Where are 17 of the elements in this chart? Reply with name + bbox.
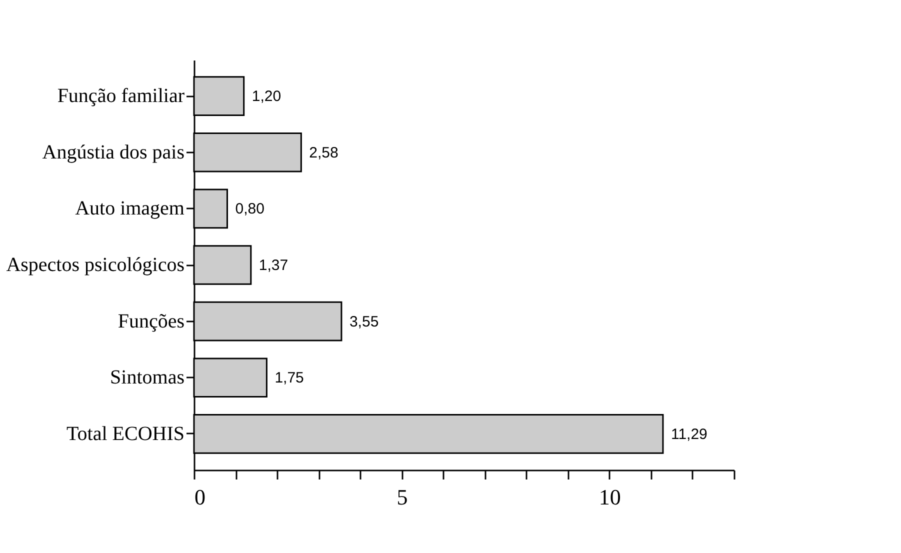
data-label: 1,75: [274, 370, 304, 387]
y-tick-label: Funções: [118, 310, 185, 332]
y-tick-label: Auto imagem: [75, 198, 185, 220]
y-tick-label: Sintomas: [110, 366, 185, 389]
data-label: 11,29: [670, 426, 708, 443]
data-label: 1,37: [258, 257, 288, 274]
y-tick-label: Total ECOHIS: [66, 422, 184, 445]
x-tick-label: 10: [598, 484, 621, 510]
data-label: 0,80: [235, 200, 264, 218]
x-tick-label: 5: [396, 484, 408, 510]
data-label: 2,58: [309, 144, 338, 162]
y-tick-label: Função familiar: [57, 85, 185, 108]
y-tick-label: Angústia dos pais: [42, 141, 185, 164]
data-label: 1,20: [252, 88, 282, 106]
y-tick-label: Aspectos psicológicos: [6, 254, 185, 276]
data-label: 3,55: [349, 313, 379, 330]
x-tick-label: 0: [194, 484, 206, 510]
